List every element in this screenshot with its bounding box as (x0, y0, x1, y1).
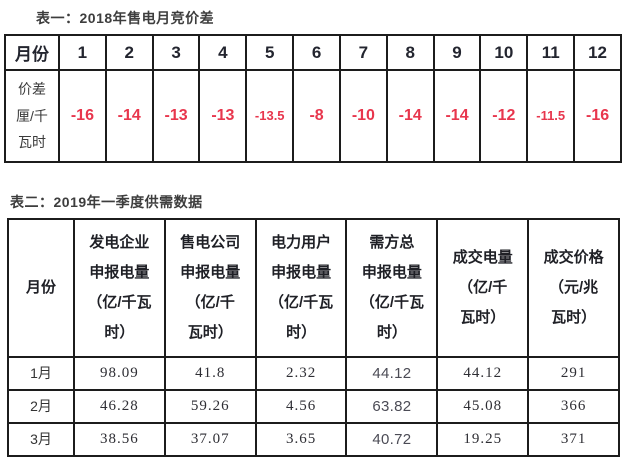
t1-value-month-5: -13.5 (245, 69, 295, 163)
t2-cell-r2c3: 4.56 (254, 388, 348, 424)
t2-row-month: 3月 (7, 421, 75, 457)
t1-value-month-2: -14 (104, 69, 154, 163)
t2-header-row: 月份 发电企业 申报电量 （亿/千瓦 时） 售电公司 申报电量 （亿/千 瓦时） 电力用户 申报电量… (7, 217, 620, 358)
t1-month-7: 7 (338, 34, 388, 71)
price-diff-table-2018: 月份 1 2 3 4 5 6 7 8 9 10 11 12 价差 厘/千 瓦时 -16 -14 -13 -13 -13… (4, 34, 622, 163)
t2-cell-r3c2: 37.07 (163, 421, 257, 457)
t1-month-11: 11 (526, 34, 576, 71)
t1-value-month-10: -12 (479, 69, 529, 163)
t2-column-header-0: 月份 (7, 217, 75, 358)
page: 表一：2018年售电月竞价差 月份 1 2 3 4 5 6 7 8 9 10 11 12 价差 厘/千 瓦时… (0, 8, 627, 457)
t1-value-row: 价差 厘/千 瓦时 -16 -14 -13 -13 -13.5 -8 -10 -14 -14 -12 -1… (4, 69, 622, 163)
t1-value-month-9: -14 (432, 69, 482, 163)
t1-value-month-3: -13 (151, 69, 201, 163)
t2-column-header-5: 成交电量 （亿/千 瓦时） (436, 217, 530, 358)
t1-month-5: 5 (245, 34, 295, 71)
t1-month-9: 9 (432, 34, 482, 71)
t1-month-2: 2 (104, 34, 154, 71)
t2-column-header-4: 需方总 申报电量 （亿/千瓦 时） (345, 217, 439, 358)
t2-column-header-1: 发电企业 申报电量 （亿/千瓦 时） (73, 217, 166, 358)
t2-data-row-2: 2月 46.28 59.26 4.56 63.82 45.08 366 (7, 388, 620, 424)
t2-cell-r2c1: 46.28 (73, 388, 166, 424)
t2-cell-r1c2: 41.8 (163, 355, 257, 391)
t2-cell-r2c2: 59.26 (163, 388, 257, 424)
t2-cell-r3c3: 3.65 (254, 421, 348, 457)
t1-value-month-11: -11.5 (526, 69, 576, 163)
t1-value-month-4: -13 (198, 69, 248, 163)
t1-value-month-12: -16 (573, 69, 622, 163)
t1-month-1: 1 (58, 34, 107, 71)
t2-cell-r3c1: 38.56 (73, 421, 166, 457)
t2-column-header-2: 售电公司 申报电量 （亿/千 瓦时） (163, 217, 257, 358)
t2-cell-r1c6: 291 (527, 355, 620, 391)
t2-cell-r1c3: 2.32 (254, 355, 348, 391)
t1-month-8: 8 (385, 34, 435, 71)
t2-cell-r1c5: 44.12 (436, 355, 530, 391)
t1-month-12: 12 (573, 34, 622, 71)
t1-value-month-7: -10 (338, 69, 388, 163)
t2-data-row-1: 1月 98.09 41.8 2.32 44.12 44.12 291 (7, 355, 620, 391)
t2-column-header-6: 成交价格 （元/兆 瓦时） (527, 217, 620, 358)
t2-cell-r2c5: 45.08 (436, 388, 530, 424)
t1-value-month-8: -14 (385, 69, 435, 163)
t1-month-3: 3 (151, 34, 201, 71)
table2-title: 表二：2019年一季度供需数据 (10, 193, 203, 210)
t1-value-month-1: -16 (58, 69, 107, 163)
t1-month-column-header: 月份 (4, 34, 60, 71)
t2-cell-r2c6: 366 (527, 388, 620, 424)
t2-column-header-3: 电力用户 申报电量 （亿/千瓦 时） (254, 217, 348, 358)
t2-cell-r3c6: 371 (527, 421, 620, 457)
t2-cell-r3c4: 40.72 (345, 421, 439, 457)
supply-demand-table-2019q1: 月份 发电企业 申报电量 （亿/千瓦 时） 售电公司 申报电量 （亿/千 瓦时） 电力用户 申报电量… (7, 217, 620, 457)
t2-row-month: 2月 (7, 388, 75, 424)
t2-cell-r2c4: 63.82 (345, 388, 439, 424)
t2-row-month: 1月 (7, 355, 75, 391)
t2-body: 1月 98.09 41.8 2.32 44.12 44.12 291 2月 46.28 59.26… (7, 355, 620, 457)
t1-value-month-6: -8 (292, 69, 341, 163)
t2-cell-r3c5: 19.25 (436, 421, 530, 457)
table1-title: 表一：2018年售电月竞价差 (36, 10, 215, 26)
t1-month-4: 4 (198, 34, 248, 71)
t2-cell-r1c4: 44.12 (345, 355, 439, 391)
t1-month-10: 10 (479, 34, 529, 71)
t2-data-row-3: 3月 38.56 37.07 3.65 40.72 19.25 371 (7, 421, 620, 457)
t1-month-6: 6 (292, 34, 341, 71)
t1-value-row-label: 价差 厘/千 瓦时 (4, 69, 60, 163)
t2-cell-r1c1: 98.09 (73, 355, 166, 391)
t1-header-row: 月份 1 2 3 4 5 6 7 8 9 10 11 12 (4, 34, 622, 71)
